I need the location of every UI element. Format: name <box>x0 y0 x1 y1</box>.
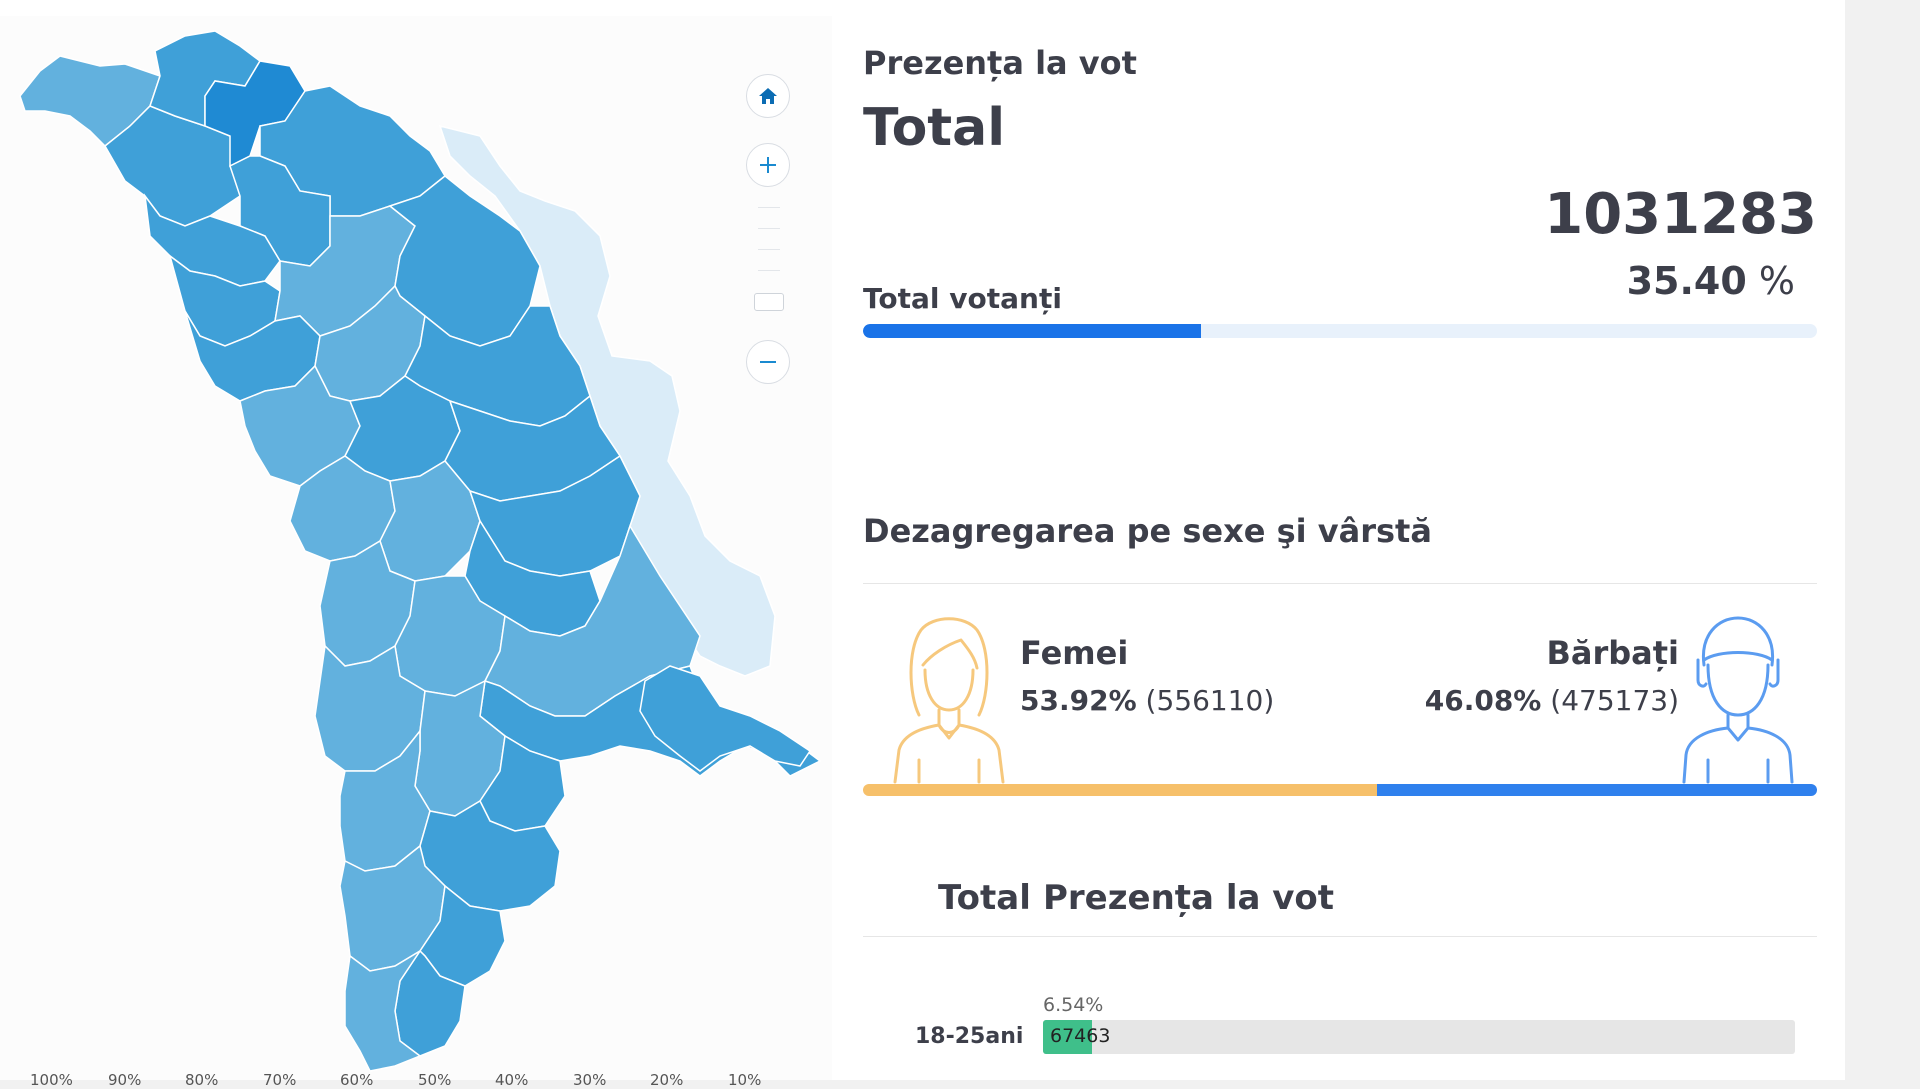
legend-tick: 40% <box>495 1071 529 1089</box>
legend-tick: 50% <box>418 1071 452 1089</box>
turnout-progress-bar <box>863 324 1817 338</box>
female-label: Femei <box>1020 634 1129 672</box>
divider <box>863 583 1817 584</box>
legend-tick: 20% <box>650 1071 684 1089</box>
map-home-button[interactable] <box>746 74 790 118</box>
male-value: 46.08% (475173) <box>1425 684 1679 717</box>
map-region-cahul[interactable] <box>344 950 422 1072</box>
man-icon <box>1682 616 1794 784</box>
legend-tick: 30% <box>573 1071 607 1089</box>
moldova-map[interactable] <box>0 16 832 1080</box>
male-percent: 46.08% <box>1424 684 1542 717</box>
age-row-count: 67463 <box>1050 1025 1111 1047</box>
zoom-tick <box>758 207 780 208</box>
gender-split-bar <box>863 784 1817 796</box>
turnout-percent: 35.40 % <box>1627 259 1795 303</box>
legend-tick: 90% <box>108 1071 142 1089</box>
turnout-percent-value: 35.40 <box>1626 259 1747 303</box>
age-row-bar-fill <box>1043 1020 1093 1054</box>
turnout-progress-fill <box>863 324 1201 338</box>
age-row-label: 18-25ani <box>915 1024 1024 1049</box>
minus-icon <box>760 361 776 363</box>
map-panel: 100% 90% 80% 70% 60% 50% 40% 30% 20% 10% <box>0 16 832 1089</box>
map-zoom-in-button[interactable] <box>746 143 790 187</box>
divider <box>863 936 1817 937</box>
age-row-percent: 6.54% <box>1043 994 1104 1016</box>
age-header-total: Total <box>938 878 1031 918</box>
map-zoom-out-button[interactable] <box>746 340 790 384</box>
woman-icon <box>893 617 1005 784</box>
page-subtitle: Prezența la vot <box>863 44 1137 82</box>
total-voters-label: Total votanți <box>863 282 1062 315</box>
percent-sign: % <box>1758 259 1795 303</box>
legend-tick: 80% <box>185 1071 219 1089</box>
page-title: Total <box>863 98 1006 158</box>
map-region-straseni[interactable] <box>379 460 481 582</box>
male-label: Bărbați <box>1546 634 1679 672</box>
zoom-tick <box>758 270 780 271</box>
map-region-stefan-voda[interactable] <box>639 665 812 772</box>
legend-tick: 70% <box>263 1071 297 1089</box>
female-percent: 53.92% <box>1020 684 1137 717</box>
page: 100% 90% 80% 70% 60% 50% 40% 30% 20% 10%… <box>0 16 1845 1089</box>
section-title-gender-age: Dezagregarea pe sexe şi vârstă <box>863 512 1432 550</box>
female-bar-fill <box>863 784 1378 796</box>
age-header-turnout: Prezența la vot <box>1043 878 1335 918</box>
home-icon <box>759 88 777 104</box>
zoom-tick <box>758 249 780 250</box>
female-count: (556110) <box>1145 684 1275 717</box>
zoom-slider-handle[interactable] <box>754 293 784 311</box>
page-gutter <box>1845 16 1920 1080</box>
male-bar-fill <box>1377 784 1817 796</box>
plus-icon <box>760 157 776 173</box>
age-row-bar: 67463 <box>1043 1020 1795 1054</box>
female-value: 53.92% (556110) <box>1020 684 1274 717</box>
legend-tick: 60% <box>340 1071 374 1089</box>
legend-tick: 10% <box>728 1071 762 1089</box>
zoom-tick <box>758 228 780 229</box>
legend-tick: 100% <box>30 1071 73 1089</box>
total-voters-number: 1031283 <box>1544 182 1817 247</box>
male-count: (475173) <box>1550 684 1679 717</box>
